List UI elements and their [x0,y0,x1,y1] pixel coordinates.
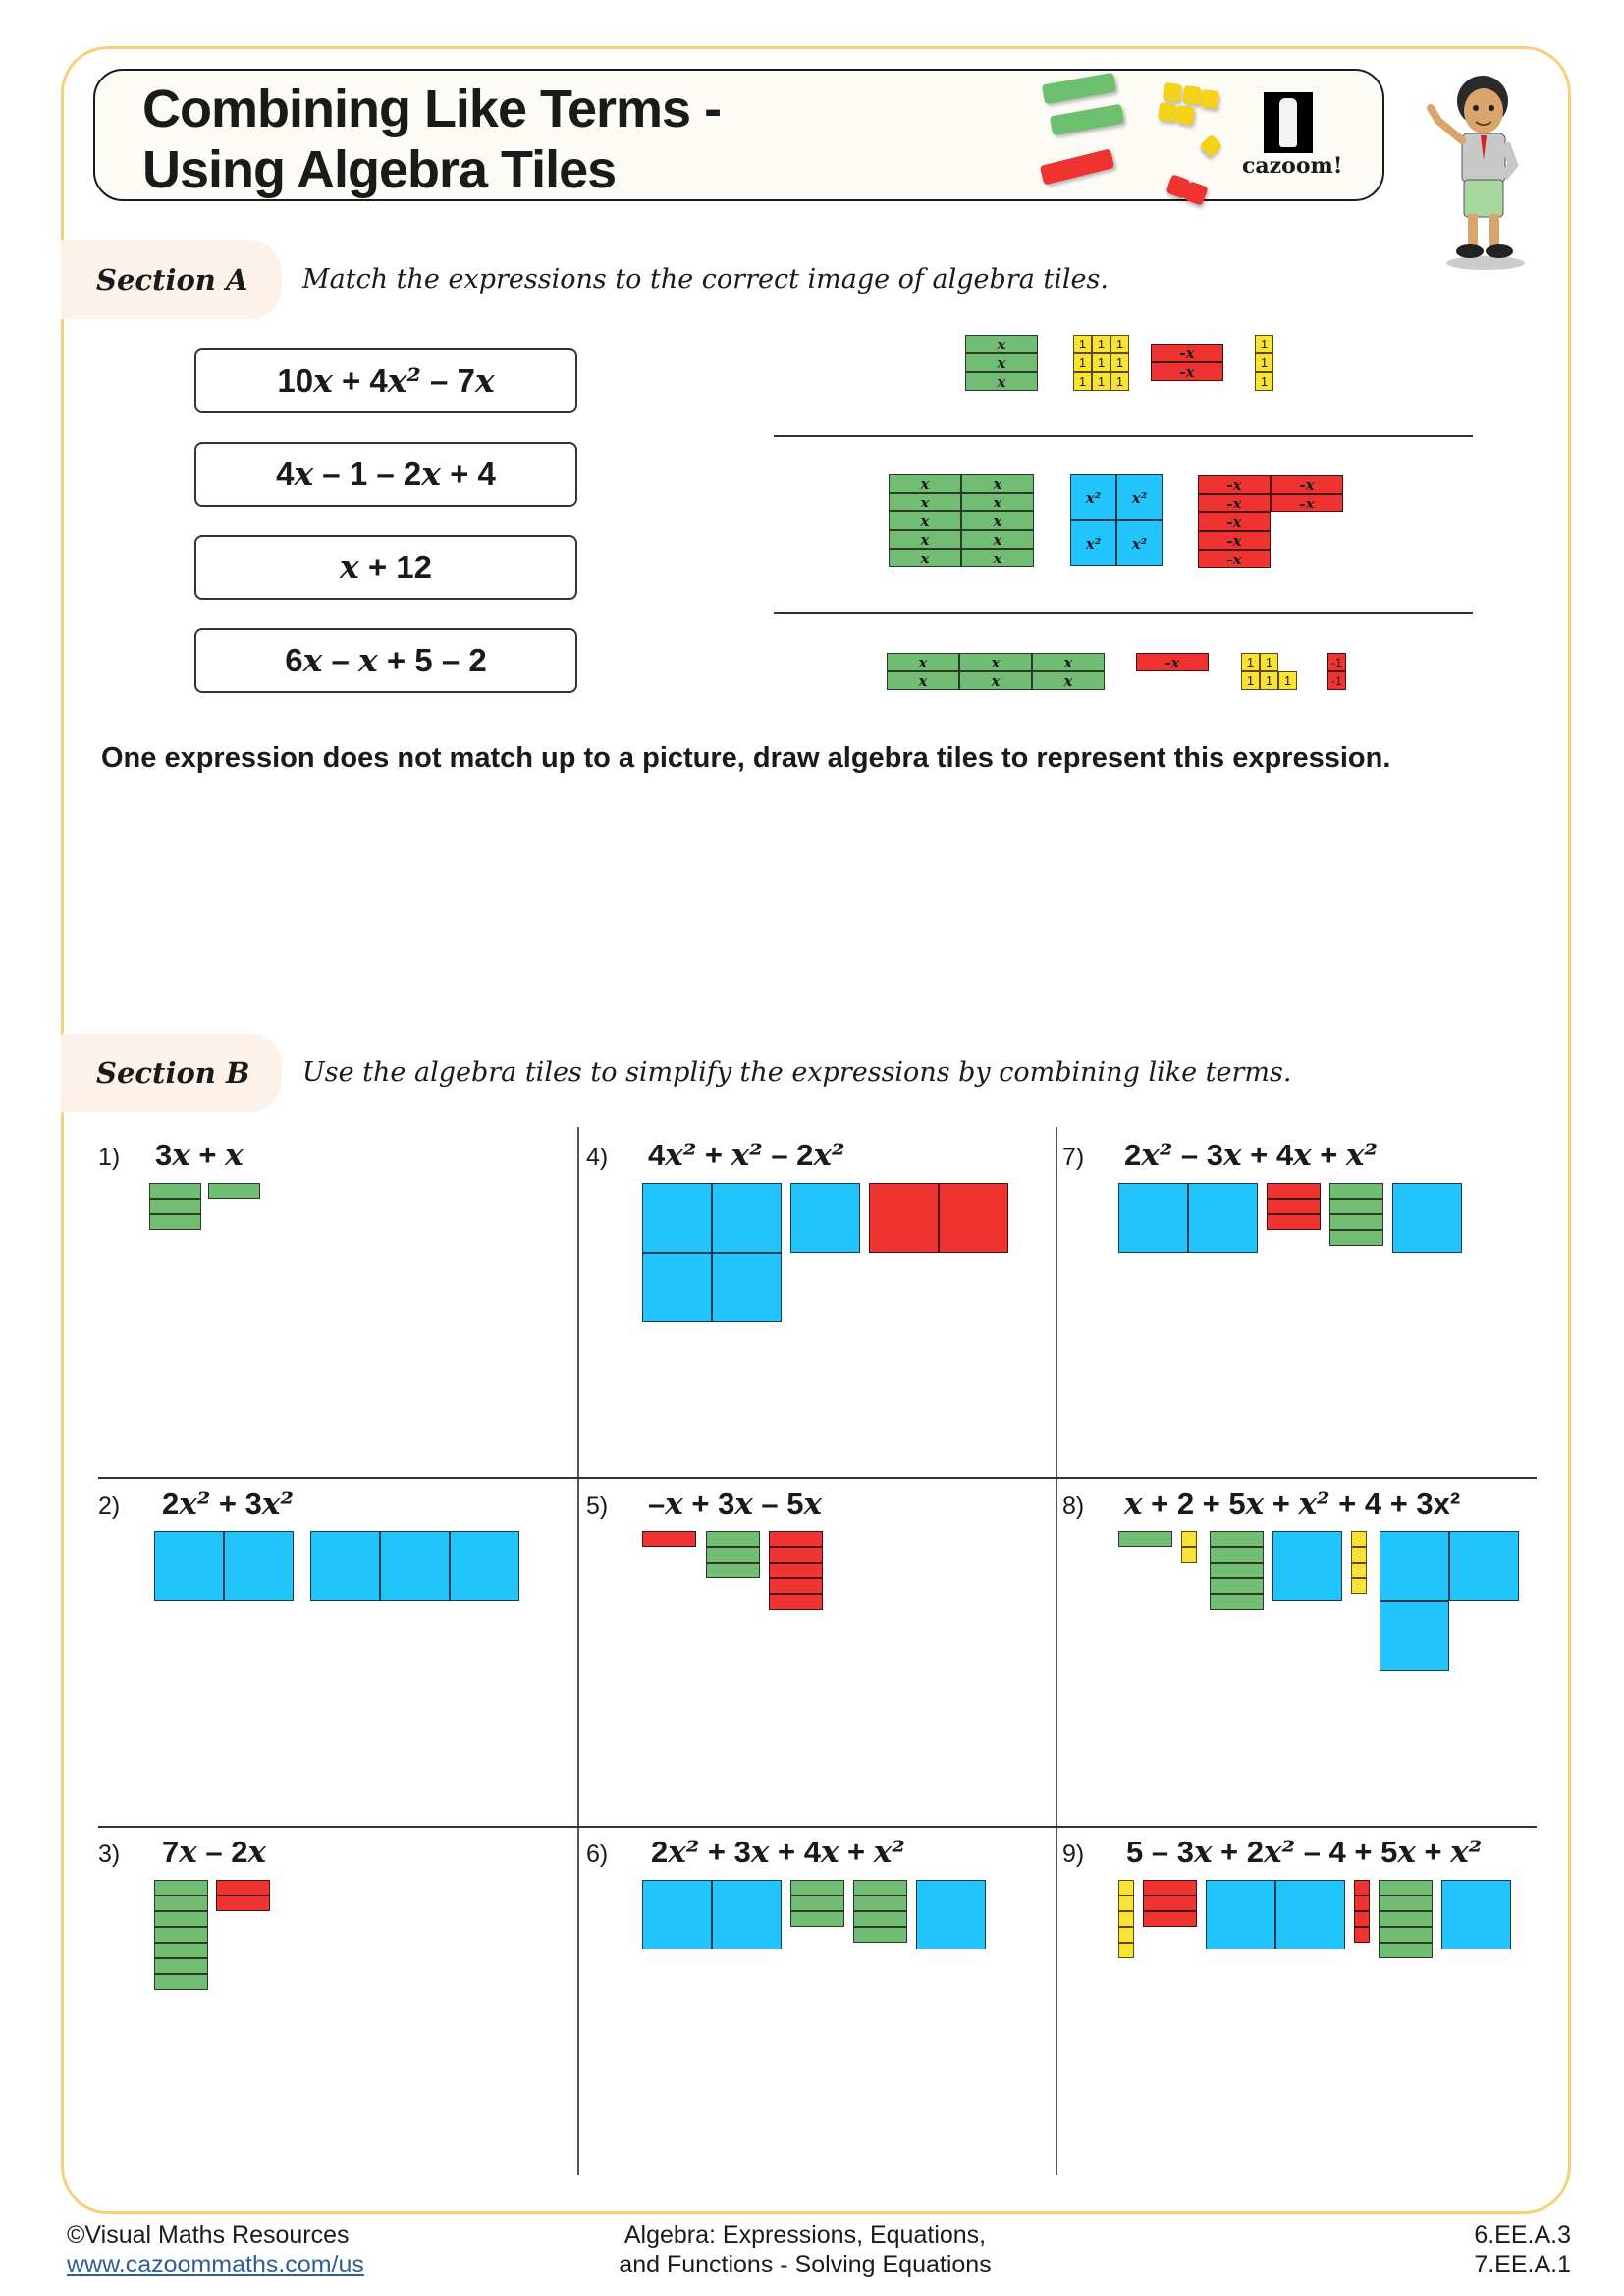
question-expression: –x + 3x – 5x [648,1486,822,1522]
drum-icon [1264,92,1313,153]
question-expression: 2x² + 3x + 4x + x² [651,1835,905,1870]
x-squared-tiles: x² x² x² x² [1070,474,1163,566]
question-number: 2) [98,1492,121,1520]
negative-x-tiles: -x -x [1151,344,1223,381]
question-expression: 5 – 3x + 2x² – 4 + 5x + x² [1126,1835,1483,1870]
x-tiles [1329,1183,1383,1246]
question-expression: 3x + x [155,1138,244,1173]
negative-x-squared-tiles [869,1183,1008,1253]
grid-divider-vertical [577,1127,579,2175]
x-squared-tiles [642,1183,782,1322]
page-title: Combining Like Terms - Using Algebra Til… [142,79,722,200]
x-squared-tiles [790,1183,860,1253]
x-squared-tiles [310,1531,519,1601]
x-squared-tiles [1206,1880,1345,1949]
grid-divider-vertical [1056,1127,1057,2175]
divider [774,612,1473,614]
negative-unit-tiles [1354,1880,1370,1943]
divider [774,435,1473,437]
unit-tiles [1351,1531,1367,1594]
section-a-note: One expression does not match up to a pi… [101,742,1391,774]
x-tiles [154,1880,208,1990]
x-tiles [208,1183,260,1199]
question-number: 5) [586,1492,609,1520]
negative-x-tiles [1267,1183,1321,1230]
question-expression: 7x – 2x [162,1835,266,1870]
question-number: 7) [1062,1144,1085,1171]
negative-unit-tiles: -1 -1 [1327,653,1346,690]
website-link[interactable]: www.cazoommaths.com/us [67,2251,364,2278]
negative-x-tiles: -x [1136,653,1209,671]
negative-x-tiles [216,1880,270,1911]
negative-x-tiles [1143,1880,1197,1927]
question-number: 9) [1062,1841,1085,1868]
x-squared-tiles [1441,1880,1511,1949]
x-squared-tiles [1380,1531,1519,1671]
footer-topic: Algebra: Expressions, Equations, and Fun… [619,2221,992,2278]
grid-divider-horizontal [98,1826,1537,1828]
x-squared-tiles [642,1880,782,1949]
x-squared-tiles [1118,1183,1258,1253]
unit-tiles [1118,1880,1134,1958]
question-number: 8) [1062,1492,1085,1520]
question-number: 6) [586,1841,609,1868]
mascot-illustration [1419,67,1537,273]
unit-tiles [1181,1531,1197,1563]
x-tiles [853,1880,907,1943]
title-line-2: Using Algebra Tiles [142,140,617,199]
x-squared-tiles [154,1531,294,1601]
question-expression: x + 2 + 5x + x² + 4 + 3x² [1124,1486,1461,1522]
question-expression: 4x² + x² – 2x² [648,1138,845,1173]
negative-x-tiles [642,1531,696,1547]
x-tiles [790,1880,844,1927]
x-tiles [706,1531,760,1578]
x-tiles [149,1183,201,1230]
footer-standards: 6.EE.A.3 7.EE.A.1 [1474,2221,1571,2278]
negative-x-tiles: -x -x -x -x -x -x -x [1198,475,1343,568]
copyright-text: ©Visual Maths Resources [67,2221,350,2249]
x-tiles [1379,1880,1433,1958]
page-frame [61,46,1571,2214]
logo-text: cazoom! [1242,153,1343,179]
grid-divider-horizontal [98,1477,1537,1479]
expression-card-3[interactable]: x + 12 [194,535,577,600]
cazoom-logo: cazoom! [1242,88,1343,187]
question-number: 4) [586,1144,609,1171]
x-squared-tiles [916,1880,986,1949]
x-squared-tiles [1392,1183,1462,1253]
question-number: 1) [98,1144,121,1171]
x-tiles [1210,1531,1264,1610]
section-b-instruction: Use the algebra tiles to simplify the ex… [302,1057,1292,1088]
expression-card-1[interactable]: 10x + 4x² – 7x [194,348,577,413]
question-expression: 2x² – 3x + 4x + x² [1124,1138,1378,1173]
expression-card-2[interactable]: 4x – 1 – 2x + 4 [194,442,577,507]
x-squared-tiles [1272,1531,1342,1601]
section-a-label: Section A [61,240,282,319]
title-line-1: Combining Like Terms - [142,80,722,138]
section-b-label: Section B [61,1034,282,1112]
expression-card-4[interactable]: 6x – x + 5 – 2 [194,628,577,693]
question-expression: 2x² + 3x² [162,1486,294,1522]
question-number: 3) [98,1841,121,1868]
x-tiles [1118,1531,1172,1547]
section-a-instruction: Match the expressions to the correct ima… [302,264,1109,294]
negative-x-tiles [769,1531,823,1610]
footer-left: ©Visual Maths Resources www.cazoommaths.… [67,2220,364,2279]
